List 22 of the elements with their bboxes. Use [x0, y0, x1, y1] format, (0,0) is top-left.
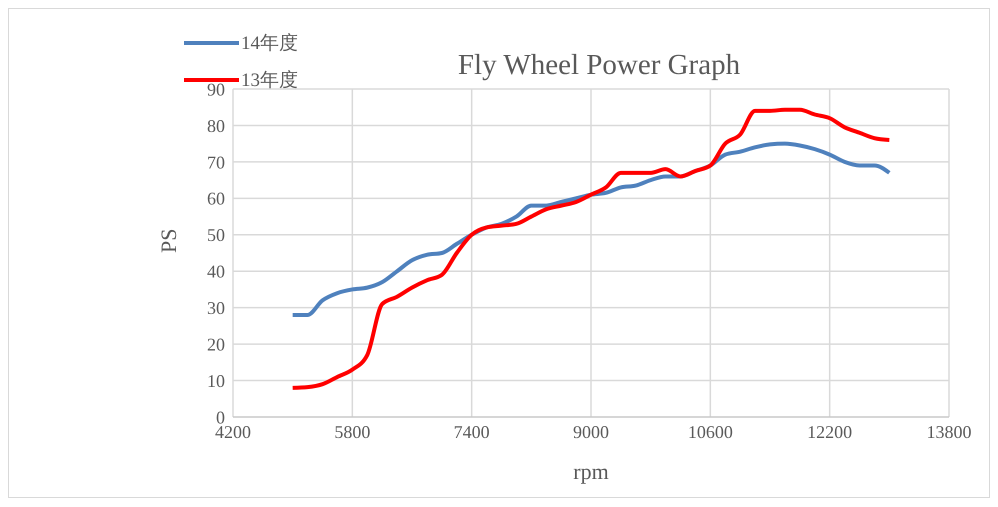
- x-tick-label: 10600: [688, 422, 733, 442]
- y-tick-label: 90: [207, 79, 225, 100]
- y-tick-label: 80: [207, 116, 225, 136]
- x-tick-label: 5800: [334, 422, 370, 442]
- y-tick-label: 10: [207, 370, 225, 391]
- y-tick-label: 60: [207, 188, 225, 209]
- y-tick-label: 70: [207, 152, 225, 172]
- y-tick-label: 40: [207, 262, 225, 282]
- line-series: [290, 108, 892, 390]
- x-tick-label: 7400: [454, 422, 490, 442]
- y-tick-label: 20: [207, 334, 225, 354]
- x-axis-title: rpm: [573, 459, 609, 484]
- x-tick-label: 9000: [573, 422, 609, 442]
- legend-label: 13年度: [241, 68, 298, 92]
- x-tick-label: 12200: [807, 422, 852, 442]
- y-tick-label: 0: [216, 407, 225, 428]
- y-axis-title: PS: [156, 228, 181, 253]
- chart-title: Fly Wheel Power Graph: [456, 49, 742, 82]
- legend-label: 14年度: [241, 32, 298, 56]
- y-tick-label: 50: [207, 225, 225, 246]
- y-tick-label: 30: [207, 298, 225, 318]
- x-tick-label: 13800: [926, 422, 972, 442]
